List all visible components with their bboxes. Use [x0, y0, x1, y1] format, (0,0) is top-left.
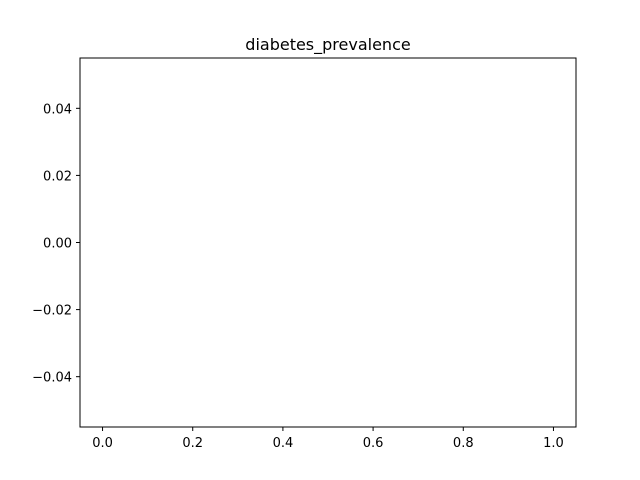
- x-tick-label: 0.2: [182, 436, 203, 451]
- chart-title: diabetes_prevalence: [245, 35, 410, 55]
- y-tick-label: −0.04: [32, 371, 72, 386]
- y-tick-label: 0.02: [43, 169, 72, 184]
- y-tick-label: 0.04: [43, 102, 72, 117]
- y-axis: 0.04 0.02 0.00 −0.02 −0.04: [32, 102, 80, 386]
- x-axis: 0.0 0.2 0.4 0.6 0.8 1.0: [92, 427, 564, 451]
- x-tick-label: 0.6: [363, 436, 384, 451]
- x-tick-label: 0.4: [273, 436, 294, 451]
- y-tick-label: −0.02: [32, 304, 72, 319]
- x-tick-label: 0.0: [92, 436, 113, 451]
- x-tick-label: 1.0: [543, 436, 564, 451]
- plot-area: [79, 57, 577, 428]
- y-tick-label: 0.00: [43, 237, 72, 252]
- x-tick-label: 0.8: [453, 436, 474, 451]
